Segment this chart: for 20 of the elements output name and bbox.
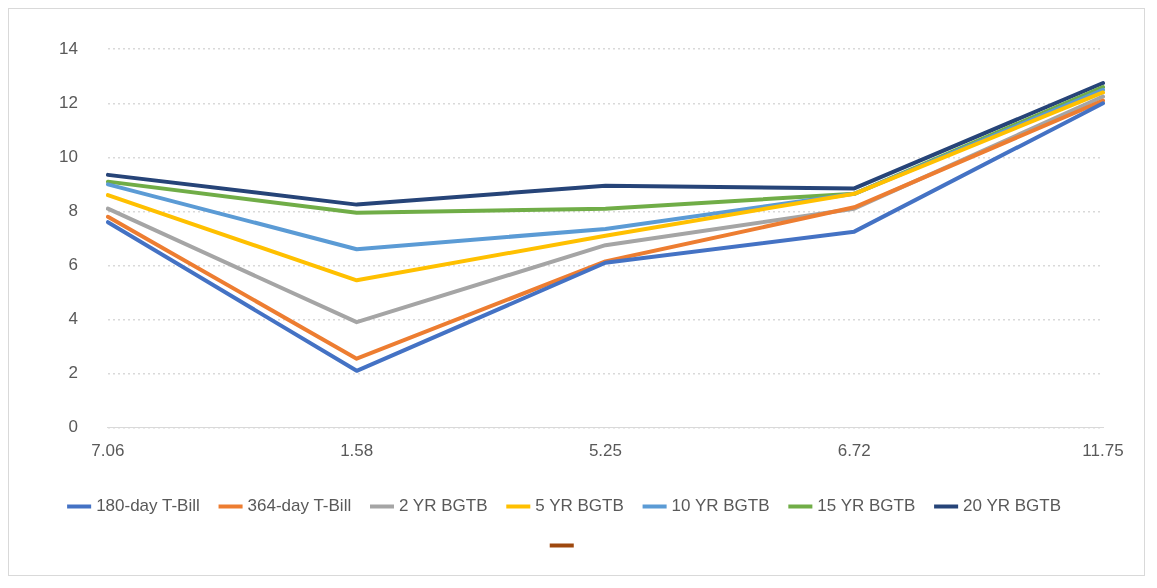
- x-tick-label: 1.58: [340, 441, 374, 461]
- legend-label: 20 YR BGTB: [963, 496, 1062, 516]
- y-tick-label: 2: [68, 363, 78, 383]
- x-tick-label: 5.25: [588, 441, 622, 461]
- legend-label: 364-day T-Bill: [247, 496, 352, 516]
- y-tick-label: 14: [58, 38, 78, 58]
- x-tick-label: 7.06: [91, 441, 125, 461]
- y-tick-label: 6: [68, 255, 78, 275]
- y-tick-label: 4: [68, 309, 78, 329]
- legend-label: 180-day T-Bill: [96, 496, 200, 516]
- y-tick-label: 8: [68, 201, 78, 221]
- legend-label: 10 YR BGTB: [671, 496, 770, 516]
- x-tick-label: 6.72: [837, 441, 871, 461]
- y-tick-label: 0: [68, 417, 78, 437]
- y-tick-label: 12: [58, 92, 78, 112]
- legend-label: 5 YR BGTB: [535, 496, 624, 516]
- legend-label: 2 YR BGTB: [399, 496, 488, 516]
- legend-label: 15 YR BGTB: [817, 496, 916, 516]
- y-tick-label: 10: [58, 147, 78, 166]
- x-tick-label: 11.75: [1082, 441, 1124, 461]
